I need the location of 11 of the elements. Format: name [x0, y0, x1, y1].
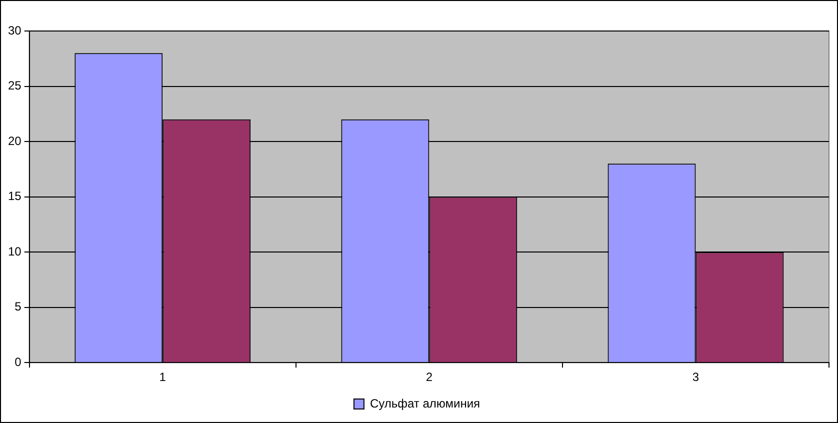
- y-tick-label: 0: [14, 354, 22, 369]
- y-tick-label: 10: [8, 244, 22, 258]
- y-tick-label: 15: [8, 189, 22, 204]
- y-tick-label: 5: [14, 300, 22, 314]
- y-tick-label: 20: [8, 134, 22, 148]
- legend-label: Сульфат алюминия: [370, 396, 480, 410]
- y-tick-label: 25: [8, 78, 22, 93]
- x-tick-label: 3: [692, 370, 700, 384]
- y-tick-label: 30: [8, 23, 22, 38]
- x-tick-label: 2: [426, 370, 433, 384]
- x-tick-label: 1: [159, 370, 166, 384]
